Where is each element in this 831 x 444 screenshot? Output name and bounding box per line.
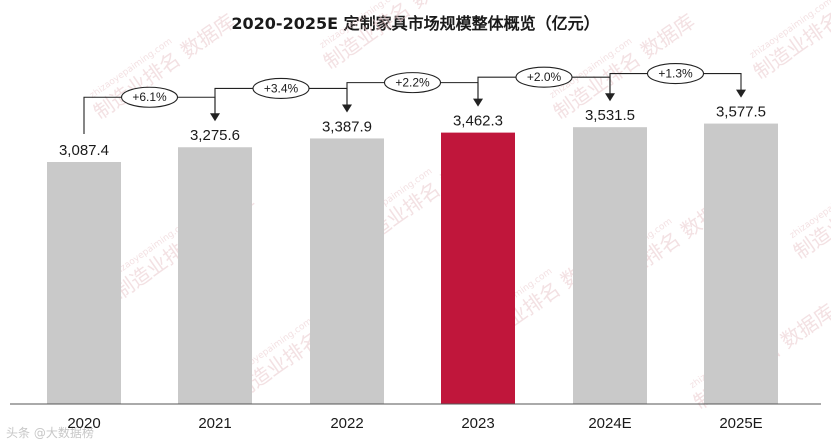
- watermark-corner-text: 头条 @大数据榜: [6, 426, 94, 440]
- value-label-2022: 3,387.9: [322, 118, 372, 135]
- growth-badge: [515, 66, 573, 88]
- bar-2022: [310, 138, 384, 405]
- growth-badge: [120, 86, 179, 108]
- bar-2024E: [573, 127, 647, 404]
- growth-arrows-group: +6.1% +3.4% +2.2% +2.0% +1.3%: [83, 63, 746, 134]
- category-label-2023: 2023: [461, 415, 494, 432]
- growth-badge: [383, 72, 442, 94]
- bar-2025E: [704, 123, 778, 404]
- category-label-2025E: 2025E: [719, 415, 762, 432]
- growth-label: +3.4%: [264, 81, 299, 95]
- growth-arrow-head: [736, 89, 746, 98]
- category-label-2021: 2021: [198, 415, 231, 432]
- value-label-2024E: 3,531.5: [585, 107, 635, 124]
- growth-badge: [252, 77, 310, 99]
- growth-badge: [646, 63, 705, 85]
- value-label-2025E: 3,577.5: [716, 104, 766, 121]
- labels-group: 3,087.4 2020 3,275.6 2021 3,387.9 2022 3,462.3…: [59, 104, 766, 432]
- growth-label: +6.1%: [132, 90, 167, 104]
- bars-group: [47, 123, 778, 405]
- growth-label: +2.0%: [527, 70, 562, 84]
- bar-2021: [178, 147, 252, 405]
- growth-label: +1.3%: [658, 67, 693, 81]
- category-label-2024E: 2024E: [588, 415, 631, 432]
- growth-label: +2.2%: [395, 76, 430, 90]
- category-label-2020: 2020: [67, 415, 100, 432]
- watermark-text: 制造业排名 数据库: [89, 9, 239, 124]
- bar-2023: [441, 132, 515, 404]
- chart-title: 2020-2025E 定制家具市场规模整体概览（亿元）: [231, 14, 600, 33]
- value-label-2023: 3,462.3: [453, 113, 503, 130]
- category-label-2022: 2022: [330, 415, 363, 432]
- value-label-2020: 3,087.4: [59, 142, 109, 159]
- value-label-2021: 3,275.6: [190, 127, 240, 144]
- bar-2020: [47, 162, 121, 404]
